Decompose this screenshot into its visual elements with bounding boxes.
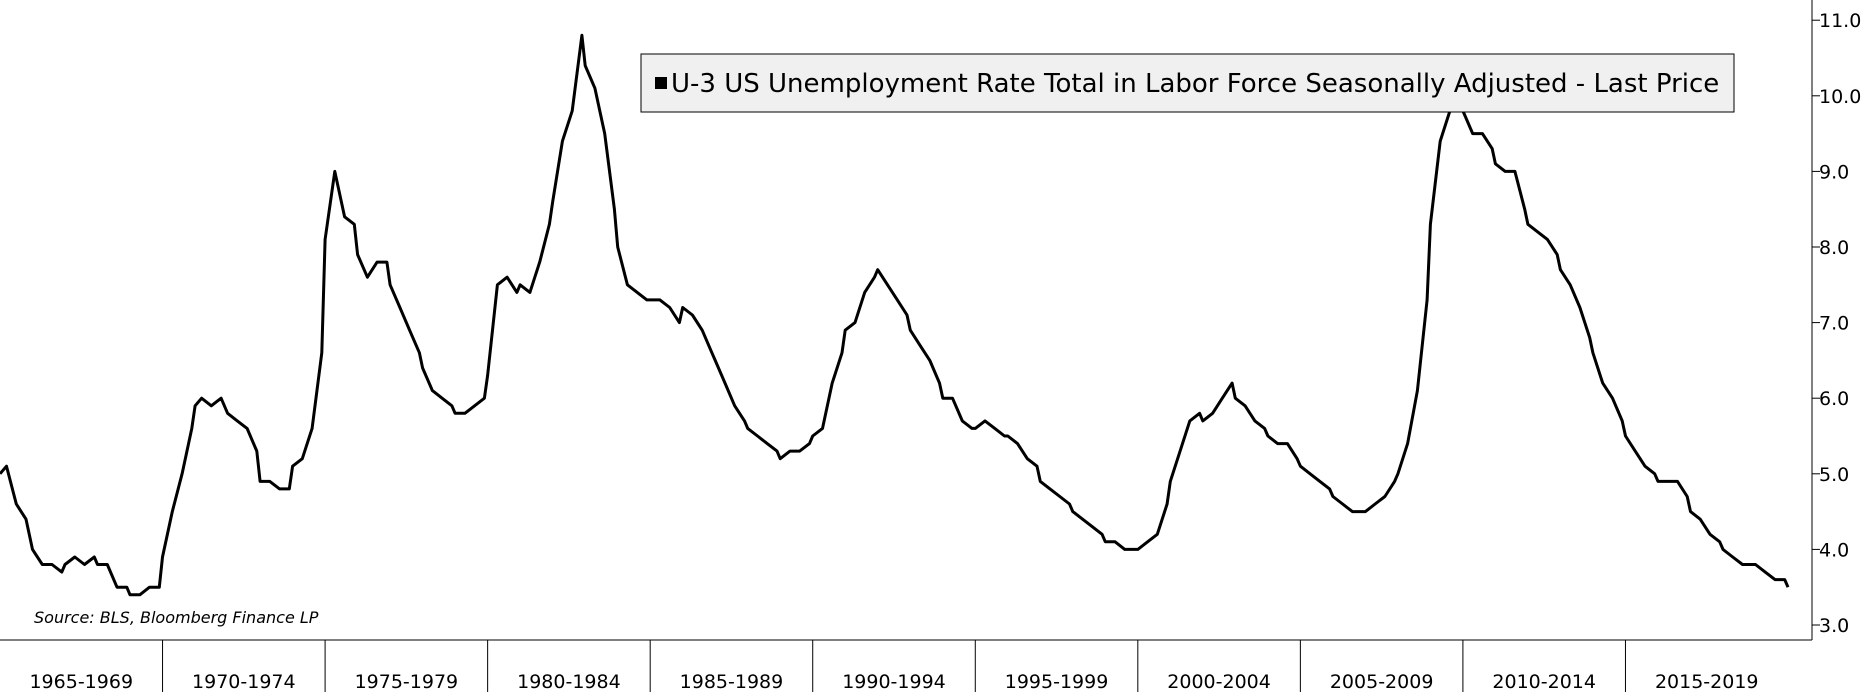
x-axis: 1965-1969 1970-1974 1975-1979 1980-1984 1985… — [0, 639, 1812, 692]
x-tick-label: 1990-1994 — [842, 671, 946, 692]
y-tick-label: 6.0 — [1819, 388, 1849, 410]
x-tick-label: 1980-1984 — [517, 671, 621, 692]
y-tick-label: 5.0 — [1819, 464, 1849, 486]
y-tick-label: 11.0 — [1819, 10, 1861, 32]
plot-area — [0, 33, 1790, 597]
x-tick-label: 2000-2004 — [1167, 671, 1271, 692]
y-tick-label: 4.0 — [1819, 539, 1849, 561]
y-tick-label: 10.0 — [1819, 86, 1861, 108]
x-tick-label: 1975-1979 — [355, 671, 459, 692]
x-tick-label: 1995-1999 — [1005, 671, 1109, 692]
y-tick-label: 3.0 — [1819, 615, 1849, 637]
x-tick-label: 2015-2019 — [1655, 671, 1759, 692]
unemployment-series-line — [0, 33, 1790, 597]
x-tick-label: 1970-1974 — [192, 671, 296, 692]
legend-entry: U-3 US Unemployment Rate Total in Labor … — [671, 69, 1719, 99]
y-tick-label: 7.0 — [1819, 313, 1849, 335]
source-note: Source: BLS, Bloomberg Finance LP — [34, 608, 319, 627]
legend-box — [640, 53, 1735, 113]
x-tick-label: 1985-1989 — [680, 671, 784, 692]
x-tick-label: 2010-2014 — [1492, 671, 1596, 692]
legend: U-3 US Unemployment Rate Total in Labor … — [640, 53, 1735, 113]
x-tick-label: 1965-1969 — [29, 671, 133, 692]
y-tick-label: 8.0 — [1819, 237, 1849, 259]
y-axis: 3.0 4.0 5.0 6.0 7.0 8.0 9.0 10.0 11.0 — [1811, 0, 1861, 640]
x-tick-label: 2005-2009 — [1330, 671, 1434, 692]
y-tick-label: 9.0 — [1819, 161, 1849, 183]
legend-swatch — [655, 77, 667, 89]
